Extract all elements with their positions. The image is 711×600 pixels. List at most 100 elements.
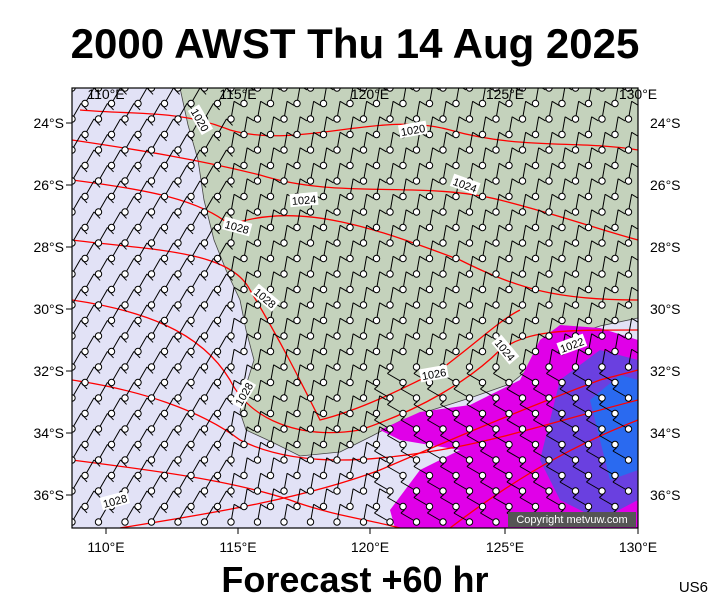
barb-flag bbox=[366, 441, 374, 447]
station bbox=[147, 301, 156, 309]
barb-flag bbox=[160, 165, 167, 173]
station bbox=[94, 425, 103, 433]
station bbox=[293, 471, 301, 480]
station bbox=[134, 471, 142, 480]
station bbox=[94, 115, 103, 123]
station bbox=[293, 130, 301, 139]
barb-flag bbox=[213, 134, 220, 142]
station bbox=[160, 502, 169, 511]
station bbox=[147, 239, 156, 247]
barb-flag bbox=[186, 258, 194, 266]
station bbox=[280, 487, 288, 495]
barb-flag bbox=[405, 240, 414, 246]
station bbox=[372, 316, 381, 325]
station bbox=[478, 192, 487, 201]
barb-staff bbox=[310, 88, 312, 89]
barb-flag bbox=[326, 116, 334, 122]
barb-flag bbox=[599, 463, 604, 467]
station bbox=[465, 332, 474, 340]
station bbox=[174, 425, 182, 433]
station bbox=[134, 223, 142, 232]
station bbox=[174, 518, 182, 526]
station bbox=[240, 161, 248, 170]
station bbox=[399, 285, 407, 294]
station bbox=[147, 487, 156, 495]
barb-flag bbox=[226, 366, 233, 374]
barb-flag bbox=[538, 178, 546, 184]
barb-flag bbox=[546, 370, 551, 374]
station bbox=[531, 254, 540, 263]
barb-staff bbox=[125, 88, 126, 89]
barb-flag bbox=[387, 463, 392, 467]
barb-flag bbox=[453, 416, 458, 421]
barb-flag bbox=[186, 165, 194, 173]
station bbox=[478, 471, 487, 480]
barb-flag bbox=[458, 302, 467, 308]
barb-flag bbox=[326, 147, 334, 153]
barb-flag bbox=[472, 317, 480, 323]
station bbox=[372, 285, 381, 294]
barb-flag bbox=[260, 472, 268, 478]
station bbox=[306, 208, 315, 216]
barb-flag bbox=[445, 348, 454, 354]
station bbox=[518, 363, 527, 371]
barb-flag bbox=[551, 162, 560, 168]
station bbox=[240, 471, 248, 480]
station bbox=[412, 456, 421, 464]
barb-flag bbox=[213, 103, 220, 111]
barb-flag bbox=[133, 289, 141, 297]
barb-flag bbox=[604, 348, 613, 354]
barb-flag bbox=[146, 211, 154, 219]
barb-flag bbox=[519, 401, 524, 405]
barb-flag bbox=[273, 333, 281, 339]
barb-flag bbox=[631, 255, 638, 261]
barb-flag bbox=[604, 317, 613, 323]
barb-flag bbox=[506, 416, 511, 421]
station bbox=[187, 130, 195, 139]
barb-flag bbox=[160, 196, 167, 204]
station bbox=[571, 208, 580, 216]
station bbox=[598, 270, 606, 278]
barb-flag bbox=[453, 385, 458, 390]
barb-flag bbox=[498, 317, 507, 323]
station bbox=[531, 223, 540, 232]
station bbox=[386, 270, 394, 278]
barb-flag bbox=[213, 382, 220, 390]
station bbox=[505, 223, 513, 232]
station bbox=[174, 487, 182, 495]
station bbox=[359, 332, 368, 340]
barb-flag bbox=[299, 457, 308, 463]
barb-flag bbox=[480, 416, 485, 421]
station bbox=[505, 254, 513, 263]
barb-flag bbox=[352, 147, 361, 153]
station bbox=[558, 223, 566, 232]
barb-flag bbox=[551, 100, 560, 106]
barb-flag bbox=[578, 224, 586, 230]
barb-flag bbox=[525, 131, 533, 137]
barb-flag bbox=[120, 211, 127, 219]
station bbox=[518, 239, 527, 247]
station bbox=[81, 347, 89, 356]
barb-flag bbox=[213, 289, 220, 297]
station bbox=[465, 425, 474, 433]
barb-flag bbox=[299, 147, 308, 153]
barb-flag bbox=[80, 165, 88, 173]
station bbox=[266, 316, 275, 325]
station bbox=[359, 239, 368, 247]
barb-flag bbox=[485, 302, 493, 308]
barb-flag bbox=[604, 193, 613, 199]
station bbox=[624, 332, 633, 340]
station bbox=[107, 99, 116, 108]
station bbox=[266, 471, 275, 480]
station bbox=[492, 208, 500, 216]
barb-flag bbox=[379, 333, 387, 339]
station bbox=[187, 192, 195, 201]
station bbox=[558, 378, 566, 387]
lat-label-right: 36°S bbox=[650, 487, 681, 503]
station bbox=[558, 130, 566, 139]
barb-flag bbox=[226, 490, 233, 498]
station bbox=[611, 347, 619, 356]
barb-flag bbox=[472, 193, 480, 199]
station bbox=[518, 146, 527, 154]
station bbox=[134, 192, 142, 201]
